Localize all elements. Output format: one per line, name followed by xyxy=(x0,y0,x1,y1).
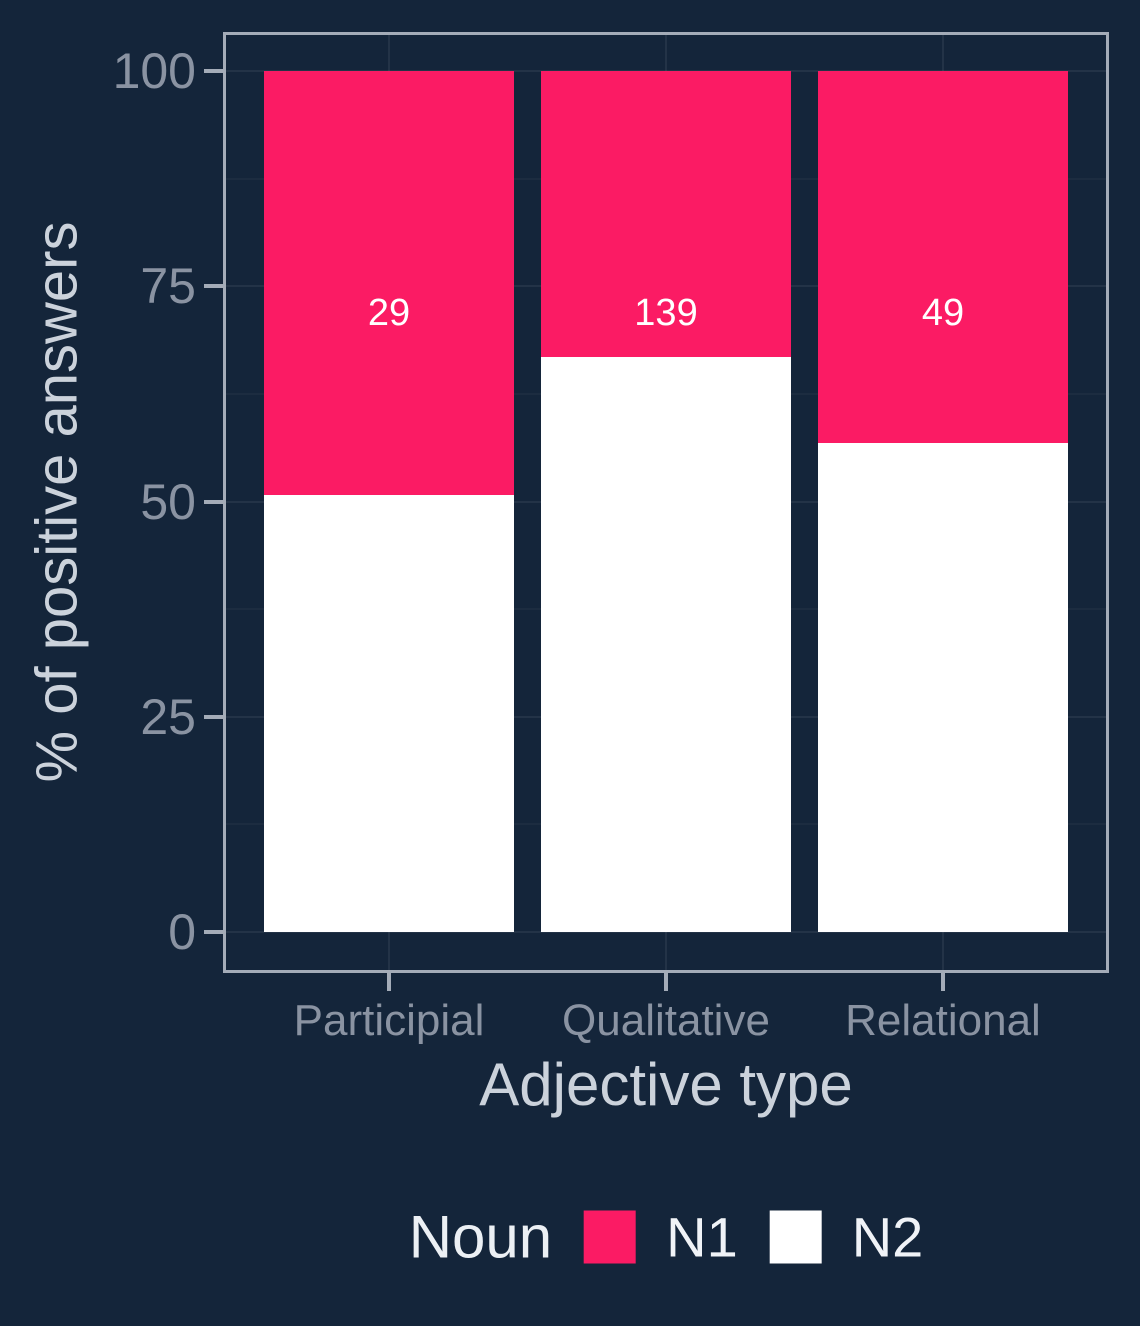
y-axis-tick xyxy=(204,499,223,504)
legend-label-n2: N2 xyxy=(851,1205,924,1269)
bar-segment-n1: 29 xyxy=(264,71,514,495)
bar-relational: 49 xyxy=(818,71,1068,932)
y-axis-tick-label: 100 xyxy=(112,43,196,99)
bar-label: 49 xyxy=(921,292,965,334)
y-axis-tick xyxy=(204,714,223,719)
bar-label: 139 xyxy=(634,292,698,334)
y-axis-tick xyxy=(204,930,223,934)
bar-qualitative: 139 xyxy=(541,71,791,932)
legend-title: Noun xyxy=(408,1203,553,1271)
plot-panel: 29 139 49 xyxy=(223,32,1109,973)
x-axis-tick xyxy=(941,973,945,991)
bar-segment-n1: 139 xyxy=(541,71,791,357)
x-axis-tick-label: Relational xyxy=(845,996,1041,1045)
legend-swatch-n2 xyxy=(769,1210,822,1264)
legend-label-n1: N1 xyxy=(666,1205,738,1269)
x-axis-tick xyxy=(664,973,668,991)
y-axis-tick-label: 0 xyxy=(168,904,196,960)
y-axis-tick xyxy=(204,69,223,73)
legend: Noun N1 N2 xyxy=(409,1203,924,1272)
y-axis-title: % of positive answers xyxy=(24,221,90,783)
y-axis-tick xyxy=(204,284,223,289)
bar-segment-n2 xyxy=(541,357,791,932)
y-axis-tick-label: 25 xyxy=(140,688,196,745)
legend-swatch-n1 xyxy=(584,1210,637,1264)
legend-item-n1: N1 xyxy=(584,1205,738,1270)
bar-segment-n2 xyxy=(818,443,1068,932)
bar-participial: 29 xyxy=(264,71,514,932)
y-axis-tick-label: 75 xyxy=(140,258,196,315)
legend-item-n2: N2 xyxy=(769,1205,924,1270)
x-axis-tick-label: Participial xyxy=(293,996,485,1045)
bar-label: 29 xyxy=(367,292,411,334)
bar-segment-n2 xyxy=(264,495,514,932)
x-axis-tick xyxy=(387,973,391,991)
y-axis-tick-label: 50 xyxy=(140,473,196,530)
bar-segment-n1: 49 xyxy=(818,71,1068,443)
gridline-major xyxy=(226,931,1106,933)
x-axis-title: Adjective type xyxy=(479,1051,853,1118)
x-axis-tick-label: Qualitative xyxy=(562,996,770,1045)
